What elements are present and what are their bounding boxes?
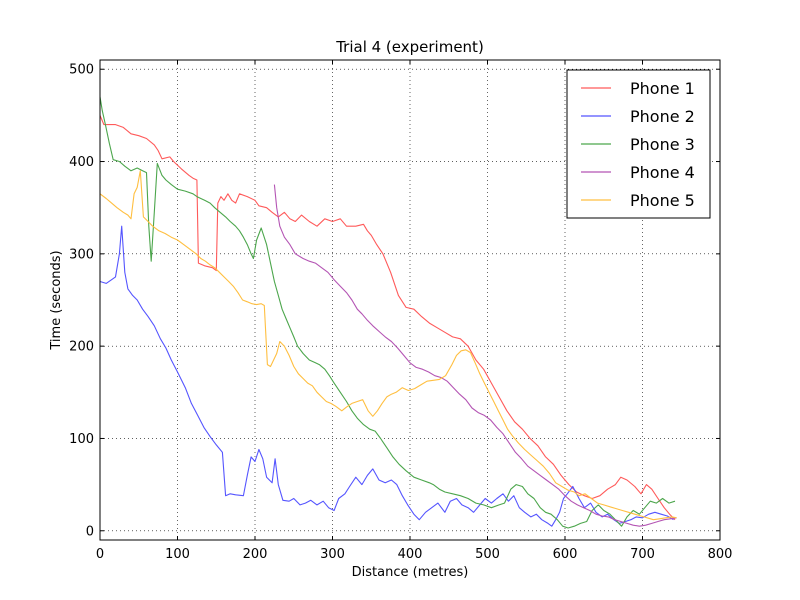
- series-lines: [99, 96, 677, 529]
- y-tick-label: 400: [69, 155, 94, 170]
- x-tick-label: 400: [398, 547, 423, 562]
- x-axis-label: Distance (metres): [352, 565, 469, 580]
- axis-ticks: 0 100 200 300 400 500 600 700 800 0 100 200 300 400 50…: [69, 60, 732, 562]
- x-tick-label: 800: [708, 547, 733, 562]
- x-tick-label: 500: [475, 547, 500, 562]
- x-tick-label: 100: [165, 547, 190, 562]
- series-line-phone-1: [99, 115, 676, 521]
- x-tick-label: 200: [243, 547, 268, 562]
- legend: Phone 1 Phone 2 Phone 3 Phone 4 Phone 5: [566, 69, 711, 219]
- legend-label: Phone 3: [630, 135, 695, 154]
- y-axis-label: Time (seconds): [49, 250, 64, 350]
- y-tick-label: 300: [69, 247, 94, 262]
- y-tick-label: 0: [86, 524, 94, 539]
- legend-label: Phone 5: [630, 191, 695, 210]
- y-tick-label: 100: [69, 432, 94, 447]
- series-line-phone-3: [99, 96, 676, 529]
- x-tick-label: 600: [553, 547, 578, 562]
- x-tick-label: 0: [96, 547, 104, 562]
- series-line-phone-2: [99, 225, 674, 527]
- y-tick-label: 200: [69, 340, 94, 355]
- legend-label: Phone 1: [630, 79, 695, 98]
- y-tick-label: 500: [69, 63, 94, 78]
- x-tick-label: 700: [630, 547, 655, 562]
- chart-title: Trial 4 (experiment): [335, 38, 484, 56]
- x-tick-label: 300: [320, 547, 345, 562]
- series-line-phone-5: [99, 170, 677, 521]
- grid-lines: [99, 60, 721, 540]
- legend-label: Phone 4: [630, 163, 695, 182]
- series-line-phone-4: [273, 184, 677, 527]
- legend-label: Phone 2: [630, 107, 695, 126]
